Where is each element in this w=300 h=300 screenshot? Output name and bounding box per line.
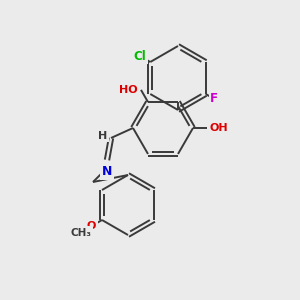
- Text: OH: OH: [210, 123, 229, 133]
- Text: HO: HO: [119, 85, 138, 95]
- Text: F: F: [210, 92, 218, 104]
- Text: O: O: [87, 221, 96, 231]
- Text: H: H: [98, 131, 108, 141]
- Text: Cl: Cl: [134, 50, 146, 62]
- Text: N: N: [102, 165, 112, 178]
- Text: CH₃: CH₃: [70, 227, 92, 238]
